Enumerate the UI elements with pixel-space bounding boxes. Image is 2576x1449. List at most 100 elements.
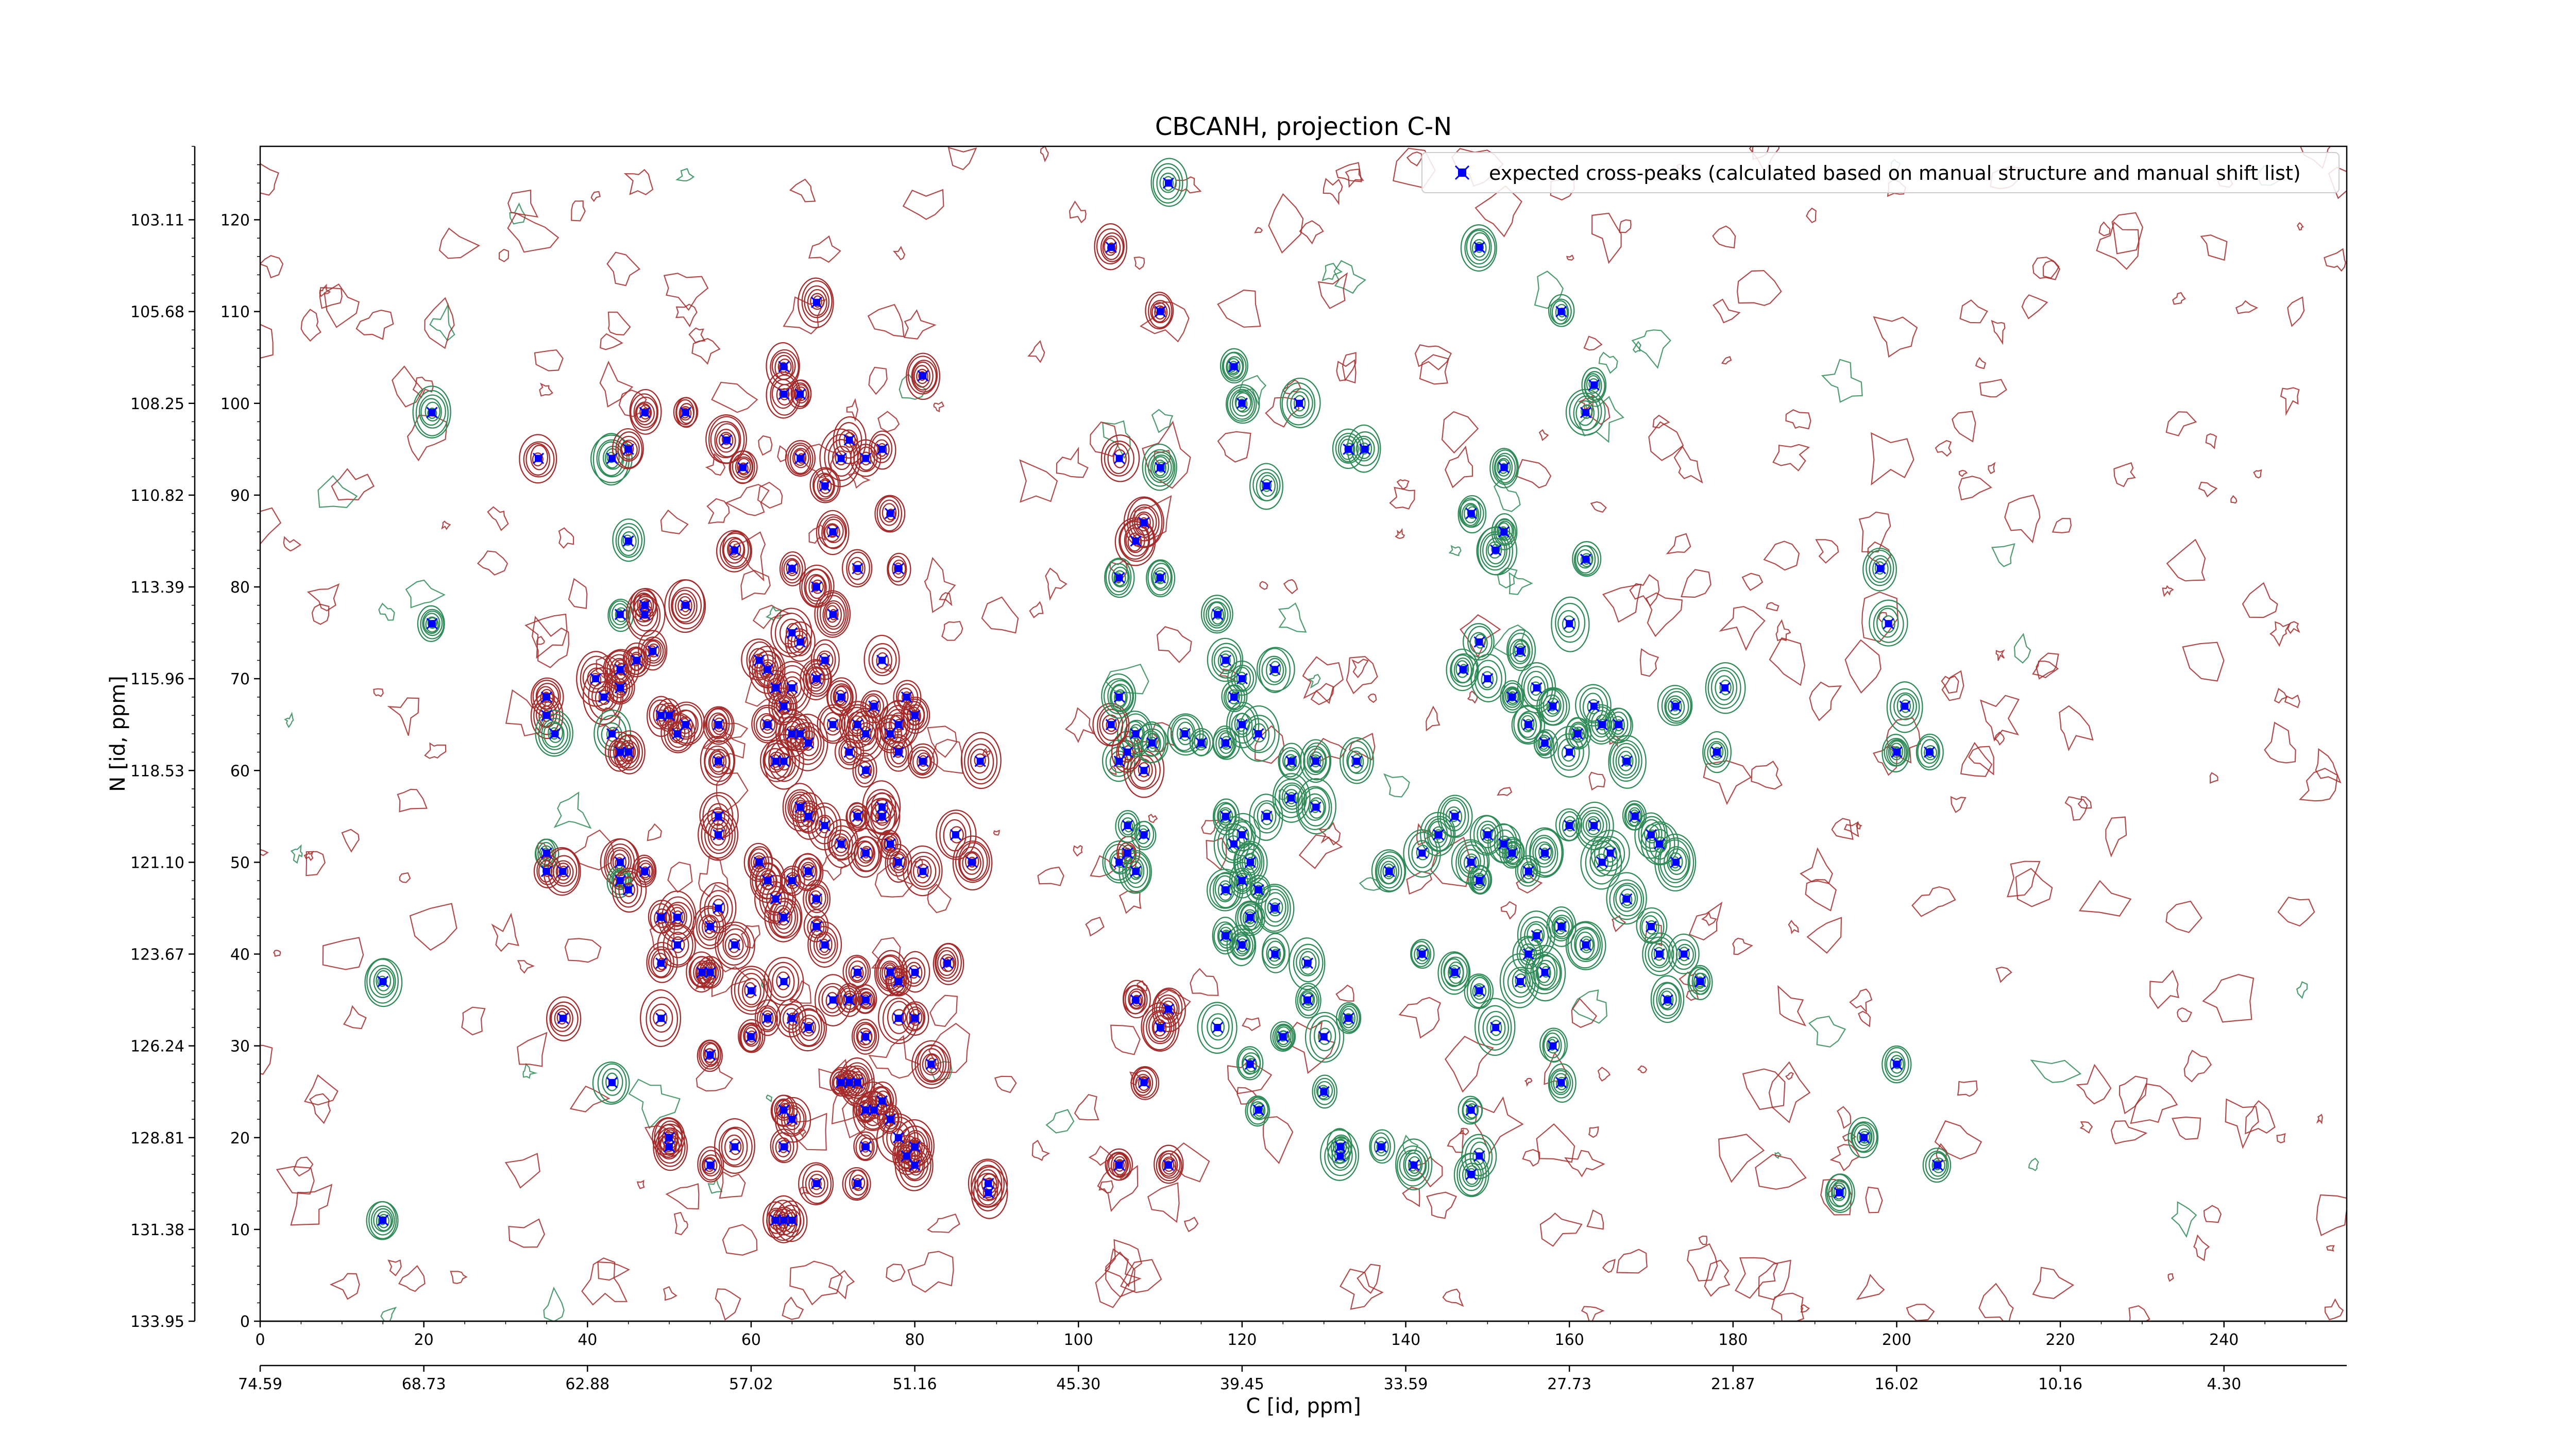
peak-contour-ring xyxy=(1705,662,1746,714)
noise-contour xyxy=(2032,1267,2075,1299)
peak-contour-ring xyxy=(1317,1085,1330,1100)
peak-contour-ring xyxy=(1308,751,1324,772)
expected-cross-peak xyxy=(1588,379,1600,391)
peak-contour-ring xyxy=(834,836,849,853)
peak-contour-ring xyxy=(1122,852,1151,892)
peak-contour-ring xyxy=(615,523,643,558)
peak-contour-ring xyxy=(977,1169,999,1199)
peak-contour-ring xyxy=(1208,601,1226,627)
peak-contour-ring xyxy=(750,856,786,903)
peak-contour-ring xyxy=(800,659,833,700)
peak-contour-ring xyxy=(640,866,651,879)
noise-contour xyxy=(341,829,360,853)
noise-contour xyxy=(2110,1120,2148,1144)
cross-peak-marker-x xyxy=(1923,746,1936,758)
expected-cross-peak xyxy=(892,856,904,868)
peak-contour-ring xyxy=(1118,850,1152,894)
expected-cross-peak xyxy=(1539,967,1551,979)
expected-cross-peak xyxy=(729,544,741,556)
cross-peak-marker-x xyxy=(655,912,667,923)
peak-contour xyxy=(638,630,668,671)
peak-contour-ring xyxy=(1154,459,1167,477)
peak-contour-ring xyxy=(1856,1128,1872,1147)
peak-contour-ring xyxy=(609,600,631,629)
peak-contour xyxy=(1548,1063,1577,1103)
y-ppm-tick-label: 118.53 xyxy=(130,762,184,780)
expected-cross-peak xyxy=(540,866,552,878)
expected-cross-peak xyxy=(1130,535,1142,547)
cross-peak-marker-x xyxy=(778,1141,790,1153)
noise-contour xyxy=(930,738,963,774)
cross-peak-marker-x xyxy=(1449,967,1461,979)
peak-contour-ring xyxy=(813,931,836,959)
peak-contour-ring xyxy=(879,961,901,986)
noise-contour xyxy=(598,707,621,732)
peak-contour-ring xyxy=(911,360,937,393)
peak-contour-ring xyxy=(1129,861,1143,880)
expected-cross-peak xyxy=(1490,544,1502,556)
cross-peak-marker-x xyxy=(1580,407,1592,418)
x-index-tick-label: 100 xyxy=(1064,1331,1093,1349)
expected-cross-peak xyxy=(917,866,929,878)
peak-contour-ring xyxy=(1221,736,1232,750)
peak-contour-ring xyxy=(1922,1148,1952,1183)
peak-contour-ring xyxy=(1100,232,1124,262)
noise-contour xyxy=(1335,984,1354,1002)
noise-contour xyxy=(2076,1064,2112,1105)
peak-contour-ring xyxy=(789,444,811,474)
peak-contour-ring xyxy=(634,856,656,885)
noise-contour xyxy=(706,498,730,524)
expected-cross-peak xyxy=(1212,609,1224,620)
peak-contour-ring xyxy=(853,1131,878,1161)
peak-contour xyxy=(1296,778,1336,835)
peak-contour xyxy=(703,706,735,745)
peak-contour-ring xyxy=(878,700,920,749)
x-ppm-tick-label: 51.16 xyxy=(893,1375,937,1393)
noise-contour xyxy=(534,349,564,372)
peak-contour-ring xyxy=(1851,1121,1878,1153)
expected-cross-peak xyxy=(778,388,790,400)
noise-contour xyxy=(2287,296,2305,327)
plot-area xyxy=(259,145,2348,1322)
expected-cross-peak xyxy=(1465,508,1477,519)
cross-peak-marker-x xyxy=(1662,994,1673,1006)
peak-contour-ring xyxy=(1152,456,1170,478)
peak-contour-ring xyxy=(974,753,986,767)
noise-contour xyxy=(2230,495,2238,504)
cross-peak-marker-x xyxy=(1301,957,1314,969)
peak-contour-ring xyxy=(1506,629,1536,671)
peak-contour-ring xyxy=(1226,924,1257,967)
expected-cross-peak xyxy=(884,508,896,519)
peak-contour-ring xyxy=(1269,661,1281,677)
cross-peak-marker-x xyxy=(590,673,602,685)
peak-contour xyxy=(1141,1002,1180,1052)
peak-contour-ring xyxy=(1130,1066,1160,1100)
peak-contour-ring xyxy=(1668,698,1682,716)
noise-contour xyxy=(2287,621,2300,634)
x-ppm-tick-label: 62.88 xyxy=(565,1375,609,1393)
peak-contour-ring xyxy=(1928,1152,1947,1177)
cross-peak-marker-x xyxy=(729,939,741,951)
peak-contour-ring xyxy=(1551,300,1569,325)
expected-cross-peak xyxy=(860,452,872,464)
peak-contour-ring xyxy=(809,926,838,963)
cross-peak-marker-x xyxy=(803,737,815,749)
expected-cross-peak xyxy=(1269,664,1281,676)
expected-cross-peak xyxy=(1694,975,1706,988)
peak-contour-ring xyxy=(870,799,896,835)
peak-contour-ring xyxy=(774,355,794,381)
peak-contour-ring xyxy=(1588,706,1615,742)
peak-contour-ring xyxy=(1179,727,1191,742)
expected-cross-peak xyxy=(901,691,912,703)
peak-contour-ring xyxy=(1284,754,1297,770)
peak-contour-ring xyxy=(1530,681,1541,696)
expected-cross-peak xyxy=(778,975,790,988)
noise-contour xyxy=(675,304,698,328)
cross-peak-marker-x xyxy=(1244,912,1256,923)
noise-contour xyxy=(477,550,509,576)
peak-contour xyxy=(1238,705,1280,762)
peak-contour xyxy=(612,867,647,913)
expected-cross-peak xyxy=(1318,1086,1330,1098)
peak-contour-ring xyxy=(762,743,790,780)
expected-cross-peak xyxy=(713,829,724,841)
